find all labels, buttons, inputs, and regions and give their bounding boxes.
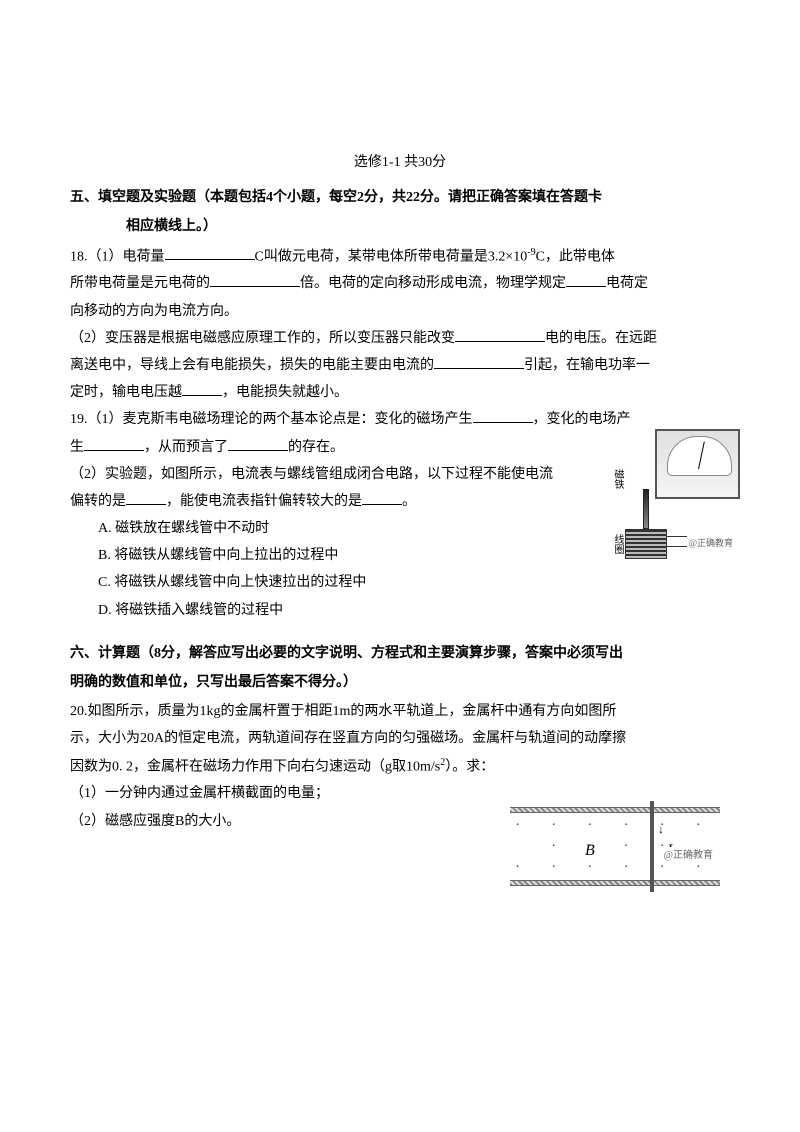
meter-box xyxy=(655,429,740,499)
coil-box xyxy=(625,529,667,559)
q19-1b: ，变化的电场产 xyxy=(533,412,631,427)
blank-voltage[interactable] xyxy=(182,380,222,396)
blank-charge[interactable] xyxy=(165,244,255,260)
q20-line3: 因数为0. 2，金属杆在磁场力作用下向右匀速运动（g取10m/s2）。求： xyxy=(70,754,730,780)
label-coil: 线圈 xyxy=(608,534,626,554)
q19-2c: ，能使电流表指针偏转较大的是 xyxy=(166,494,362,509)
option-d: D. 将磁铁插入螺线管的过程中 xyxy=(98,598,730,623)
section5-header-cont: 相应横线上。） xyxy=(70,214,730,239)
q18-1g: 向移动的方向为电流方向。 xyxy=(70,304,238,319)
section6-header-line2: 明确的数值和单位，只写出最后答案不得分。） xyxy=(70,675,357,690)
q19-1d: ，从而预言了 xyxy=(144,440,228,455)
label-b: B xyxy=(585,837,595,866)
blank-loss[interactable] xyxy=(434,353,524,369)
q18-1c: C，此带电体 xyxy=(536,249,615,264)
blank-transformer[interactable] xyxy=(455,326,545,342)
q18-2f: ，电能损失就越小。 xyxy=(222,385,348,400)
magnet-bar xyxy=(643,489,649,529)
q20-line2: 示，大小为20A的恒定电流，两轨道间存在竖直方向的匀强磁场。金属杆与轨道间的动摩… xyxy=(70,726,730,751)
blank-charge-dir[interactable] xyxy=(566,271,606,287)
q18-part1-cont: 所带电荷量是元电荷的 倍。电荷的定向移动形成电流，物理学规定 电荷定 xyxy=(70,271,730,296)
q18-1e: 倍。电荷的定向移动形成电流，物理学规定 xyxy=(300,276,566,291)
q18-part2: （2）变压器是根据电磁感应原理工作的，所以变压器只能改变 电的电压。在远距 xyxy=(70,326,730,351)
section5-header: 五、填空题及实验题（本题包括4个小题，每空2分，共22分。请把正确答案填在答题卡 xyxy=(70,185,730,210)
q20-line1: 20.如图所示，质量为1kg的金属杆置于相距1m的两水平轨道上，金属杆中通有方向… xyxy=(70,699,730,724)
q18-2d: 引起，在输电功率一 xyxy=(524,358,650,373)
section6-header-cont: 明确的数值和单位，只写出最后答案不得分。） xyxy=(70,670,730,695)
current-arrow: ↓ xyxy=(658,819,664,841)
q20-section: 20.如图所示，质量为1kg的金属杆置于相距1m的两水平轨道上，金属杆中通有方向… xyxy=(70,699,730,834)
section5-header-line2: 相应横线上。） xyxy=(126,219,217,234)
galvanometer-diagram: 磁铁 线圈 @正确教育 xyxy=(610,429,740,559)
q19-2d: 。 xyxy=(402,494,416,509)
label-magnet: 磁铁 xyxy=(608,469,626,489)
q19-2b: 偏转的是 xyxy=(70,494,126,509)
section6-header: 六、计算题（8分，解答应写出必要的文字说明、方程式和主要演算步骤，答案中必须写出 xyxy=(70,641,730,666)
blank-multiple[interactable] xyxy=(210,271,300,287)
q19-1c: 生 xyxy=(70,440,84,455)
q18-part1-end: 向移动的方向为电流方向。 xyxy=(70,299,730,324)
q18-2c: 离送电中，导线上会有电能损失，损失的电能主要由电流的 xyxy=(70,358,434,373)
q18-part2-cont: 离送电中，导线上会有电能损失，损失的电能主要由电流的 引起，在输电功率一 xyxy=(70,353,730,378)
q19-1a: 19.（1）麦克斯韦电磁场理论的两个基本论点是：变化的磁场产生 xyxy=(70,412,473,427)
blank-maxwell2[interactable] xyxy=(84,435,144,451)
q19-2a: （2）实验题，如图所示，电流表与螺线管组成闭合电路，以下过程不能使电流 xyxy=(70,467,553,482)
q18-1a: 18.（1）电荷量 xyxy=(70,249,165,264)
option-c: C. 将磁铁从螺线管中向上快速拉出的过程中 xyxy=(98,570,730,595)
watermark-2: @正确教育 xyxy=(662,847,715,865)
section5-header-line1: 五、填空题及实验题（本题包括4个小题，每空2分，共22分。请把正确答案填在答题卡 xyxy=(70,190,602,205)
rail-bottom xyxy=(510,880,720,886)
q18-2e: 定时，输电电压越 xyxy=(70,385,182,400)
blank-prediction[interactable] xyxy=(228,435,288,451)
blank-nodeflect[interactable] xyxy=(126,489,166,505)
rail-top xyxy=(510,807,720,813)
q20-line3a: 因数为0. 2，金属杆在磁场力作用下向右匀速运动（g取10m/s xyxy=(70,759,440,774)
blank-bigdeflect[interactable] xyxy=(362,489,402,505)
q20-line3b: ）。求： xyxy=(445,759,494,774)
q18-2b: 电的电压。在远距 xyxy=(545,331,657,346)
q19-1e: 的存在。 xyxy=(288,440,344,455)
q18-part1: 18.（1）电荷量 C叫做元电荷，某带电体所带电荷量是3.2×10-9C，此带电体 xyxy=(70,244,730,270)
q18-1f: 电荷定 xyxy=(606,276,648,291)
q18-1d: 所带电荷量是元电荷的 xyxy=(70,276,210,291)
q18-1b: C叫做元电荷，某带电体所带电荷量是3.2×10 xyxy=(255,249,528,264)
q18-part2-end: 定时，输电电压越 ，电能损失就越小。 xyxy=(70,380,730,405)
blank-maxwell1[interactable] xyxy=(473,407,533,423)
rail-diagram: · · · · · · · · · ·· · · · · · · · · ·· … xyxy=(510,799,720,894)
q18-2a: （2）变压器是根据电磁感应原理工作的，所以变压器只能改变 xyxy=(70,331,455,346)
metal-rod xyxy=(650,801,654,892)
watermark-1: @正确教育 xyxy=(687,535,735,551)
q19-section: 19.（1）麦克斯韦电磁场理论的两个基本论点是：变化的磁场产生 ，变化的电场产 生… xyxy=(70,407,730,623)
section6-header-line1: 六、计算题（8分，解答应写出必要的文字说明、方程式和主要演算步骤，答案中必须写出 xyxy=(70,646,623,661)
q18-exp: -9 xyxy=(527,247,535,258)
page-title: 选修1-1 共30分 xyxy=(70,150,730,175)
